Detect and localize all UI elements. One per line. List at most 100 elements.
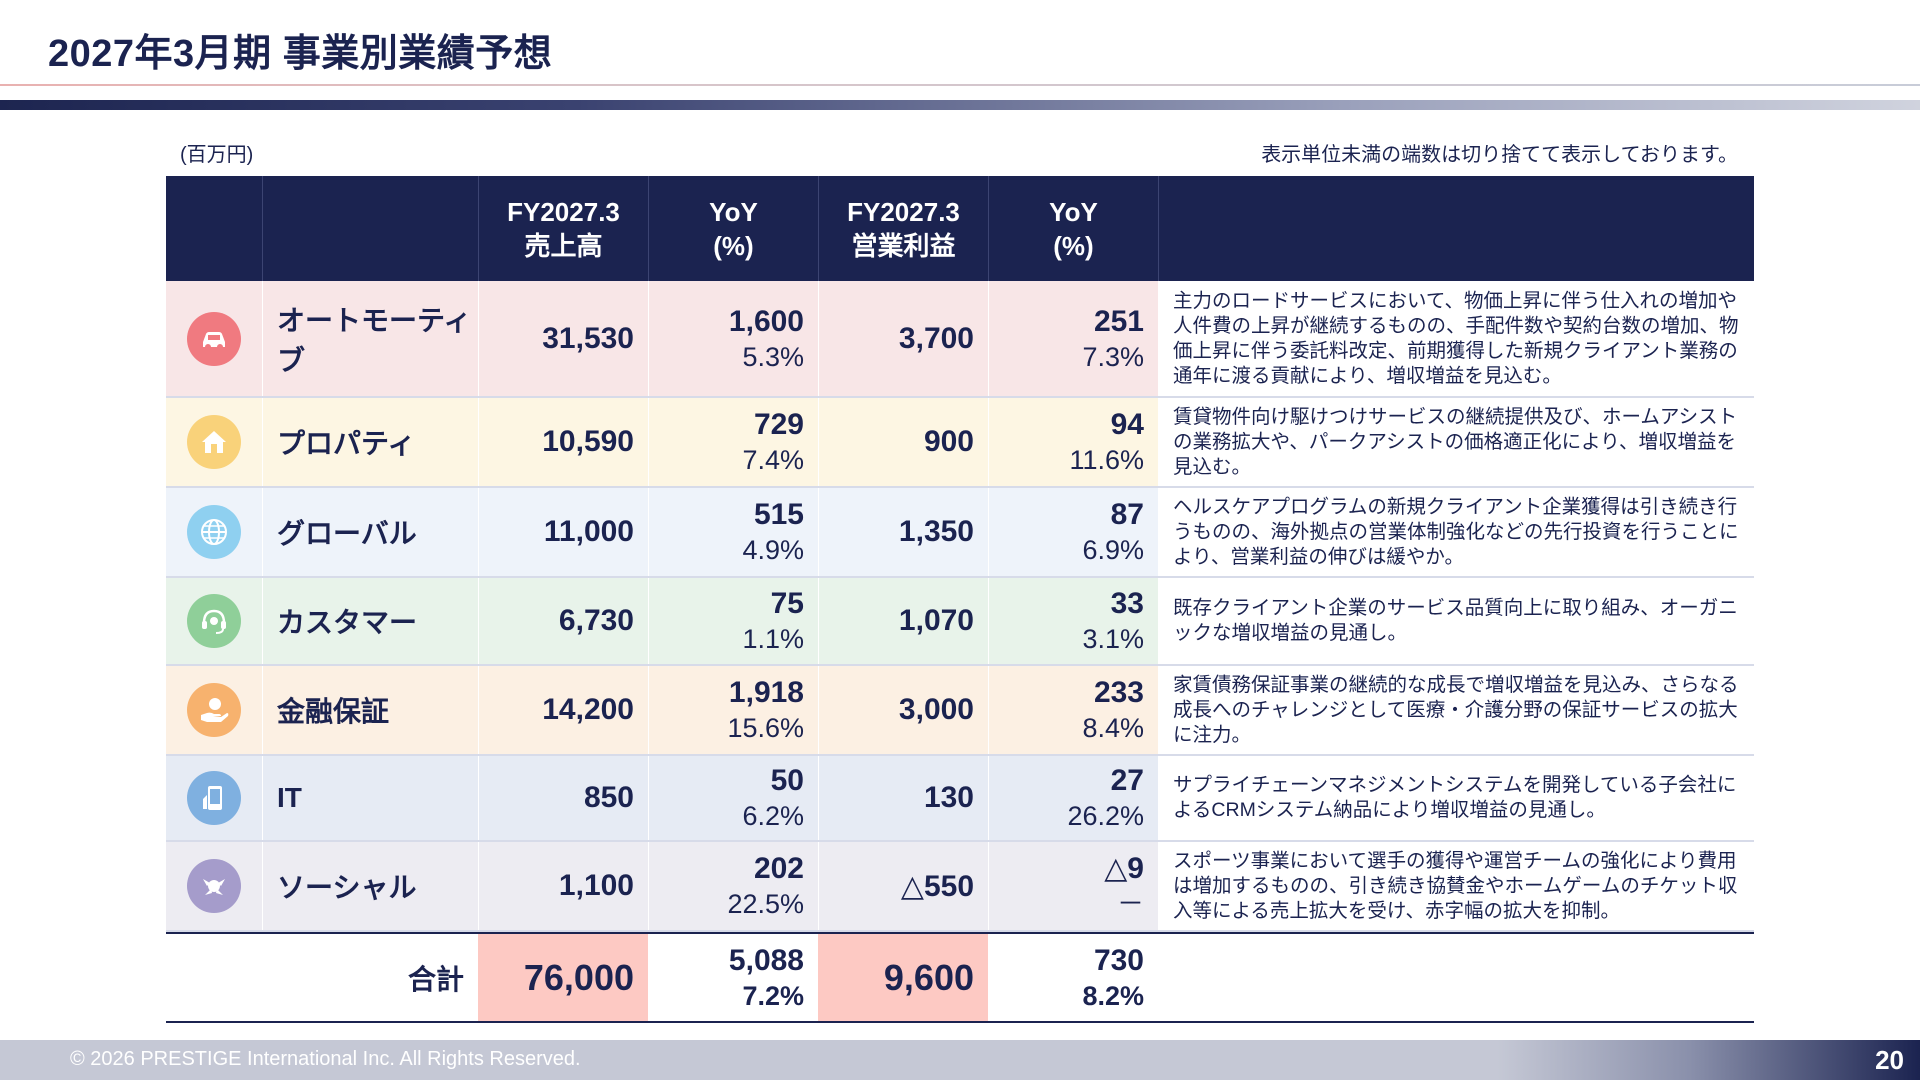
header-op-yoy: YoY (%) [988, 176, 1158, 281]
segment-description-text: 家賃債務保証事業の継続的な成長で増収増益を見込み、さらなる成長へのチャレンジとし… [1173, 673, 1739, 746]
segment-icon-cell [166, 756, 262, 840]
segment-icon-cell [166, 666, 262, 754]
table-row: グローバル 11,000 515 4.9% 1,350 87 6.9% ヘルスケアプログラムの… [166, 488, 1754, 578]
op-yoy-pct: 26.2% [1067, 801, 1144, 831]
total-row: 合計 76,000 5,088 7.2% 9,600 730 8.2% [166, 932, 1754, 1023]
sales-yoy-pct: 1.1% [742, 624, 804, 654]
segment-description: サプライチェーンマネジメントシステムを開発している子会社によるCRMシステム納品… [1158, 756, 1754, 840]
op-yoy-pct: 3.1% [1082, 624, 1144, 654]
page-title: 2027年3月期 事業別業績予想 [48, 33, 553, 75]
segment-forecast-table: FY2027.3 売上高 YoY (%) FY2027.3 営業利益 YoY (… [166, 176, 1754, 1023]
segment-op-yoy: 33 3.1% [988, 578, 1158, 664]
segment-name: 金融保証 [262, 666, 478, 754]
table-row: 金融保証 14,200 1,918 15.6% 3,000 233 8.4% 家賃債務保証事業… [166, 666, 1754, 756]
segment-sales: 6,730 [478, 578, 648, 664]
segment-sales-yoy: 202 22.5% [648, 842, 818, 930]
op-yoy-pct: 11.6% [1069, 445, 1144, 475]
segment-op-yoy: 251 7.3% [988, 281, 1158, 396]
segment-description-text: サプライチェーンマネジメントシステムを開発している子会社によるCRMシステム納品… [1173, 774, 1737, 821]
sales-yoy-value: 515 [753, 498, 804, 531]
header-icon-cell [166, 176, 262, 281]
table-row: プロパティ 10,590 729 7.4% 900 94 11.6% 賃貸物件向け駆けつけサー… [166, 398, 1754, 488]
segment-sales-yoy: 729 7.4% [648, 398, 818, 486]
header-sales: FY2027.3 売上高 [478, 176, 648, 281]
table-header: FY2027.3 売上高 YoY (%) FY2027.3 営業利益 YoY (… [166, 176, 1754, 281]
device-icon [187, 771, 241, 825]
segment-sales: 11,000 [478, 488, 648, 576]
total-sales-yoy-value: 5,088 [728, 943, 804, 977]
rounding-note: 表示単位未満の端数は切り捨てて表示しております。 [1261, 144, 1738, 166]
op-yoy-pct: 8.4% [1082, 713, 1144, 743]
segment-icon-cell [166, 578, 262, 664]
segment-op-yoy: 233 8.4% [988, 666, 1158, 754]
op-yoy-pct: 6.9% [1082, 535, 1144, 565]
header-op-yoy-label: YoY (%) [1049, 196, 1098, 261]
header-description-cell [1158, 176, 1754, 281]
total-op-yoy-value: 730 [1093, 943, 1144, 977]
table-row: オートモーティブ 31,530 1,600 5.3% 3,700 251 7.3% 主力のロー… [166, 281, 1754, 398]
segment-description: スポーツ事業において選手の獲得や運営チームの強化により費用は増加するものの、引き… [1158, 842, 1754, 930]
headset-icon [187, 594, 241, 648]
op-yoy-value: 251 [1093, 304, 1144, 338]
sales-yoy-pct: 6.2% [742, 801, 804, 831]
segment-sales-yoy: 1,918 15.6% [648, 666, 818, 754]
segment-sales-yoy: 50 6.2% [648, 756, 818, 840]
total-sales-yoy: 5,088 7.2% [648, 934, 818, 1021]
sales-yoy-value: 729 [753, 408, 804, 441]
segment-operating-profit: 3,700 [818, 281, 988, 396]
unit-label: (百万円) [180, 144, 254, 166]
footer-bar: © 2026 PRESTIGE International Inc. All R… [0, 1040, 1920, 1080]
op-yoy-pct: 7.3% [1082, 341, 1144, 372]
segment-sales-yoy: 1,600 5.3% [648, 281, 818, 396]
segment-description-text: スポーツ事業において選手の獲得や運営チームの強化により費用は増加するものの、引き… [1173, 849, 1738, 922]
segment-name: カスタマー [262, 578, 478, 664]
segment-icon-cell [166, 281, 262, 396]
header-sales-label: FY2027.3 売上高 [507, 196, 620, 261]
segment-description-text: 主力のロードサービスにおいて、物価上昇に伴う仕入れの増加や人件費の上昇が継続する… [1173, 289, 1739, 387]
segment-name: オートモーティブ [262, 281, 478, 396]
sales-yoy-value: 1,918 [728, 676, 804, 709]
total-description-cell [1158, 934, 1754, 1021]
segment-description-text: ヘルスケアプログラムの新規クライアント企業獲得は引き続き行うものの、海外拠点の営… [1173, 495, 1739, 568]
segment-description-text: 既存クライアント企業のサービス品質向上に取り組み、オーガニックな増収増益の見通し… [1173, 597, 1738, 644]
segment-sales: 10,590 [478, 398, 648, 486]
total-label: 合計 [407, 963, 464, 995]
segment-description: 既存クライアント企業のサービス品質向上に取り組み、オーガニックな増収増益の見通し… [1158, 578, 1754, 664]
segment-op-yoy: 27 26.2% [988, 756, 1158, 840]
header-sales-yoy-label: YoY (%) [709, 196, 758, 261]
hands-icon [187, 859, 241, 913]
sales-yoy-value: 75 [770, 587, 804, 620]
total-operating-profit: 9,600 [818, 934, 988, 1021]
op-yoy-pct: － [1117, 889, 1144, 919]
op-yoy-value: 87 [1110, 498, 1144, 531]
header-sales-yoy: YoY (%) [648, 176, 818, 281]
segment-operating-profit: 1,070 [818, 578, 988, 664]
sales-yoy-pct: 15.6% [727, 713, 804, 743]
segment-icon-cell [166, 842, 262, 930]
segment-op-yoy: 87 6.9% [988, 488, 1158, 576]
segment-icon-cell [166, 398, 262, 486]
total-op-yoy-pct: 8.2% [1082, 980, 1144, 1011]
segment-name: ソーシャル [262, 842, 478, 930]
segment-name: IT [262, 756, 478, 840]
segment-description: 主力のロードサービスにおいて、物価上昇に伴う仕入れの増加や人件費の上昇が継続する… [1158, 281, 1754, 396]
total-sales: 76,000 [478, 934, 648, 1021]
segment-op-yoy: △9 － [988, 842, 1158, 930]
sales-yoy-pct: 4.9% [742, 535, 804, 565]
segment-sales: 14,200 [478, 666, 648, 754]
sales-yoy-value: 50 [770, 764, 804, 797]
op-yoy-value: 27 [1110, 764, 1144, 797]
header-op-label: FY2027.3 営業利益 [847, 196, 960, 261]
segment-description-text: 賃貸物件向け駆けつけサービスの継続提供及び、ホームアシストの業務拡大や、パークア… [1173, 405, 1738, 478]
sales-yoy-pct: 7.4% [742, 445, 804, 475]
coin-hand-icon [187, 683, 241, 737]
segment-rows: オートモーティブ 31,530 1,600 5.3% 3,700 251 7.3% 主力のロー… [166, 281, 1754, 932]
segment-operating-profit: 130 [818, 756, 988, 840]
segment-description: 家賃債務保証事業の継続的な成長で増収増益を見込み、さらなる成長へのチャレンジとし… [1158, 666, 1754, 754]
globe-icon [187, 505, 241, 559]
segment-icon-cell [166, 488, 262, 576]
total-op-yoy: 730 8.2% [988, 934, 1158, 1021]
sales-yoy-pct: 22.5% [727, 889, 804, 919]
house-icon [187, 415, 241, 469]
table-row: IT 850 50 6.2% 130 27 26.2% サプライチェーンマネジメントシステムを… [166, 756, 1754, 842]
